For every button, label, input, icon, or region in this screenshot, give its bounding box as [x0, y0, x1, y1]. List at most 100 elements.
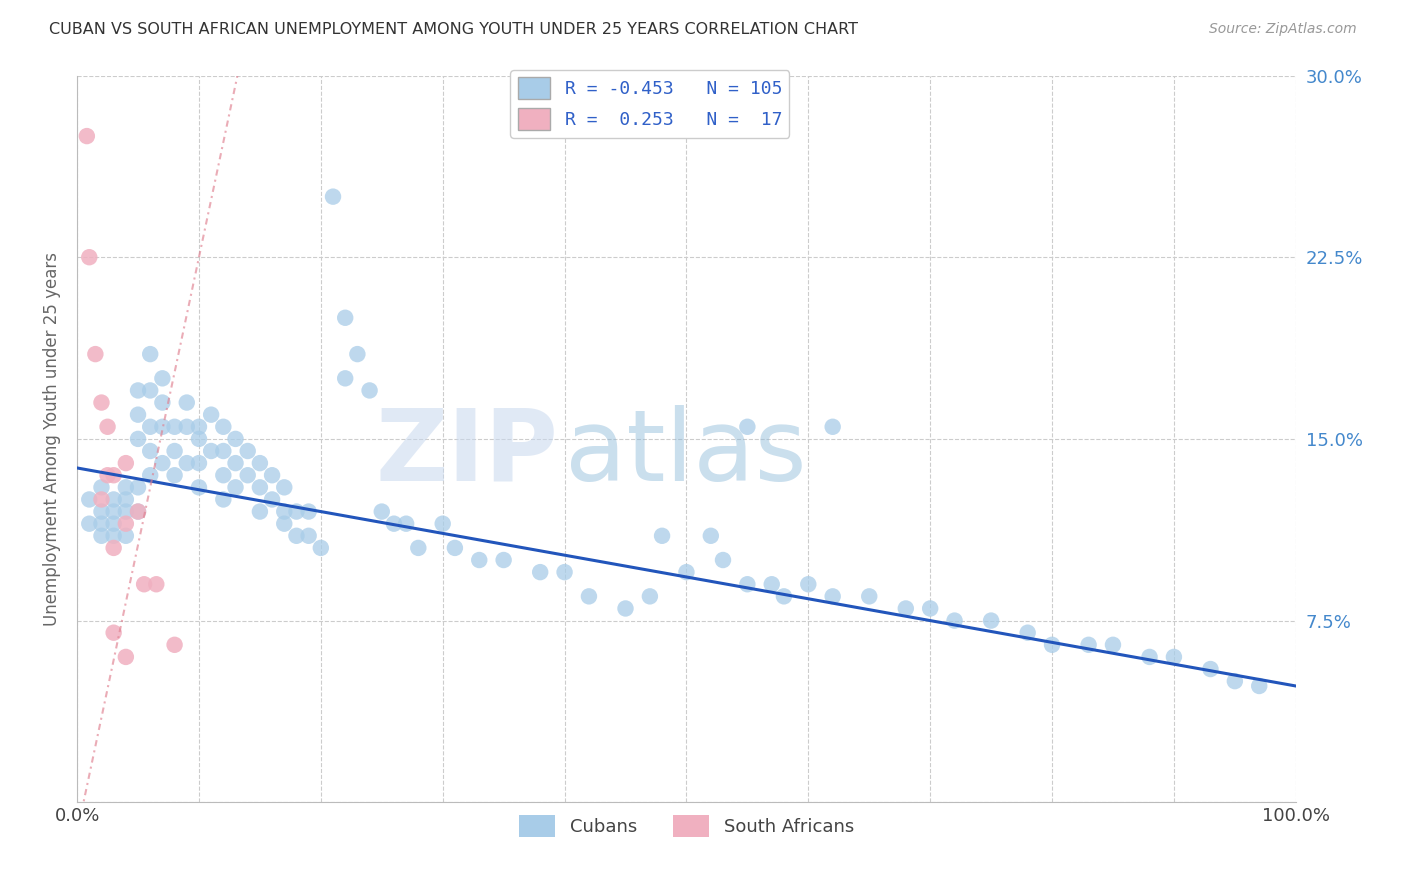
- Point: [115, 516, 138, 531]
- Point: [103, 625, 125, 640]
- Point: [115, 480, 138, 494]
- Point: [139, 468, 162, 483]
- Point: [322, 189, 344, 203]
- Point: [176, 419, 198, 434]
- Point: [90, 480, 112, 494]
- Point: [578, 590, 600, 604]
- Point: [1249, 679, 1271, 693]
- Point: [90, 505, 112, 519]
- Point: [163, 419, 186, 434]
- Text: ZIP: ZIP: [375, 405, 558, 502]
- Point: [127, 432, 149, 446]
- Point: [103, 468, 125, 483]
- Point: [773, 590, 796, 604]
- Point: [554, 565, 576, 579]
- Point: [127, 505, 149, 519]
- Point: [249, 480, 271, 494]
- Point: [346, 347, 368, 361]
- Point: [1223, 674, 1246, 689]
- Point: [90, 395, 112, 409]
- Point: [236, 468, 259, 483]
- Point: [298, 505, 321, 519]
- Text: CUBAN VS SOUTH AFRICAN UNEMPLOYMENT AMONG YOUTH UNDER 25 YEARS CORRELATION CHART: CUBAN VS SOUTH AFRICAN UNEMPLOYMENT AMON…: [49, 22, 858, 37]
- Point: [127, 384, 149, 398]
- Point: [115, 505, 138, 519]
- Point: [273, 480, 295, 494]
- Point: [176, 456, 198, 470]
- Point: [84, 347, 107, 361]
- Point: [797, 577, 820, 591]
- Point: [249, 505, 271, 519]
- Point: [858, 590, 880, 604]
- Point: [920, 601, 942, 615]
- Point: [163, 468, 186, 483]
- Point: [273, 505, 295, 519]
- Point: [176, 395, 198, 409]
- Point: [97, 419, 120, 434]
- Point: [529, 565, 551, 579]
- Point: [90, 529, 112, 543]
- Point: [212, 468, 235, 483]
- Point: [395, 516, 418, 531]
- Point: [212, 444, 235, 458]
- Point: [1077, 638, 1099, 652]
- Point: [371, 505, 394, 519]
- Point: [103, 492, 125, 507]
- Point: [139, 444, 162, 458]
- Point: [97, 468, 120, 483]
- Point: [432, 516, 454, 531]
- Point: [1163, 649, 1185, 664]
- Point: [77, 492, 100, 507]
- Point: [225, 480, 247, 494]
- Point: [737, 577, 759, 591]
- Point: [90, 516, 112, 531]
- Point: [163, 638, 186, 652]
- Point: [77, 516, 100, 531]
- Point: [200, 408, 222, 422]
- Point: [115, 649, 138, 664]
- Point: [152, 456, 174, 470]
- Point: [200, 444, 222, 458]
- Point: [298, 529, 321, 543]
- Point: [225, 432, 247, 446]
- Point: [127, 505, 149, 519]
- Point: [821, 590, 844, 604]
- Point: [115, 456, 138, 470]
- Point: [139, 419, 162, 434]
- Point: [651, 529, 673, 543]
- Point: [249, 456, 271, 470]
- Point: [444, 541, 467, 555]
- Point: [163, 444, 186, 458]
- Point: [700, 529, 723, 543]
- Point: [115, 529, 138, 543]
- Point: [115, 492, 138, 507]
- Point: [139, 347, 162, 361]
- Point: [152, 419, 174, 434]
- Point: [188, 456, 211, 470]
- Point: [1139, 649, 1161, 664]
- Point: [711, 553, 734, 567]
- Point: [212, 419, 235, 434]
- Point: [980, 614, 1002, 628]
- Point: [737, 419, 759, 434]
- Point: [103, 505, 125, 519]
- Point: [285, 505, 308, 519]
- Point: [335, 310, 357, 325]
- Point: [1040, 638, 1063, 652]
- Point: [273, 516, 295, 531]
- Point: [145, 577, 167, 591]
- Point: [77, 250, 100, 264]
- Point: [335, 371, 357, 385]
- Point: [76, 129, 98, 144]
- Point: [139, 384, 162, 398]
- Point: [675, 565, 697, 579]
- Point: [152, 371, 174, 385]
- Point: [894, 601, 917, 615]
- Point: [943, 614, 966, 628]
- Point: [1017, 625, 1039, 640]
- Point: [127, 408, 149, 422]
- Point: [262, 468, 284, 483]
- Point: [127, 480, 149, 494]
- Point: [408, 541, 430, 555]
- Point: [103, 516, 125, 531]
